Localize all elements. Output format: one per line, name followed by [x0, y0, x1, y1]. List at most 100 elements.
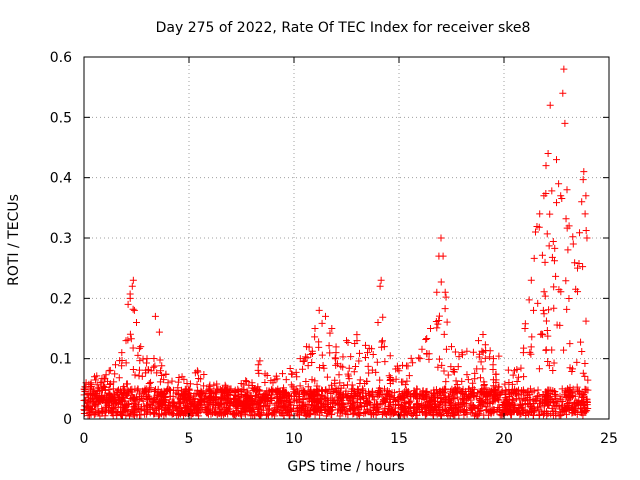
- scatter-cloud-point: [155, 328, 163, 336]
- scatter-cloud-point: [435, 312, 443, 320]
- scatter-cloud-point: [122, 403, 130, 411]
- scatter-cloud-point: [552, 397, 560, 405]
- data-point: [143, 355, 151, 363]
- scatter-cloud-point: [200, 371, 208, 379]
- scatter-cloud-point: [136, 357, 144, 365]
- scatter-cloud-point: [84, 412, 92, 420]
- scatter-cloud-point: [528, 333, 536, 341]
- scatter-cloud-point: [480, 390, 488, 398]
- scatter-cloud-point: [126, 330, 134, 338]
- scatter-cloud-point: [467, 396, 475, 404]
- scatter-cloud-point: [486, 347, 494, 355]
- scatter-cloud-point: [439, 405, 447, 413]
- scatter-cloud-point: [93, 381, 101, 389]
- data-point: [437, 234, 445, 242]
- scatter-cloud-point: [573, 383, 581, 391]
- scatter-cloud-point: [299, 395, 307, 403]
- scatter-cloud-point: [158, 362, 166, 370]
- scatter-cloud-point: [539, 306, 547, 314]
- scatter-cloud-point: [383, 411, 391, 419]
- scatter-cloud-point: [530, 254, 538, 262]
- scatter-cloud-point: [562, 215, 570, 223]
- scatter-cloud-point: [562, 403, 570, 411]
- scatter-cloud-point: [160, 411, 168, 419]
- scatter-cloud-point: [169, 386, 177, 394]
- scatter-cloud-point: [432, 318, 440, 326]
- scatter-cloud-point: [495, 352, 503, 360]
- scatter-cloud-point: [538, 395, 546, 403]
- scatter-cloud-point: [245, 394, 253, 402]
- scatter-cloud-point: [463, 394, 471, 402]
- scatter-cloud-point: [574, 399, 582, 407]
- y-tick-label: 0.2: [50, 291, 72, 307]
- scatter-cloud-point: [322, 405, 330, 413]
- scatter-cloud-point: [286, 364, 294, 372]
- scatter-cloud-point: [206, 392, 214, 400]
- scatter-cloud-point: [139, 397, 147, 405]
- scatter-cloud-point: [101, 383, 109, 391]
- data-point: [364, 349, 371, 357]
- scatter-cloud-point: [504, 366, 512, 374]
- scatter-cloud-point: [550, 283, 558, 291]
- scatter-cloud-point: [185, 402, 193, 410]
- scatter-cloud-point: [381, 358, 389, 366]
- scatter-cloud-point: [128, 388, 136, 396]
- scatter-cloud-point: [459, 395, 467, 403]
- scatter-cloud-point: [337, 406, 345, 414]
- scatter-cloud-point: [574, 288, 582, 296]
- scatter-cloud-point: [434, 394, 442, 402]
- scatter-cloud-point: [338, 394, 346, 402]
- scatter-cloud-point: [266, 399, 274, 407]
- scatter-cloud-point: [356, 349, 364, 357]
- scatter-cloud-point: [251, 391, 259, 399]
- scatter-cloud-point: [143, 392, 151, 400]
- scatter-cloud-point: [530, 387, 538, 395]
- scatter-cloud-point: [194, 408, 202, 416]
- scatter-cloud-point: [517, 364, 525, 372]
- scatter-cloud-point: [313, 385, 321, 393]
- scatter-cloud-point: [224, 396, 232, 404]
- scatter-cloud-point: [505, 379, 513, 387]
- scatter-cloud-point: [356, 376, 364, 384]
- scatter-cloud-point: [573, 358, 581, 366]
- scatter-cloud-point: [437, 395, 445, 403]
- scatter-cloud-point: [158, 372, 166, 380]
- scatter-cloud-point: [301, 353, 309, 361]
- scatter-cloud-point: [113, 409, 121, 417]
- scatter-cloud-point: [173, 412, 181, 420]
- scatter-cloud-point: [318, 319, 326, 327]
- data-point: [105, 367, 113, 375]
- scatter-cloud-point: [470, 393, 478, 401]
- scatter-cloud-point: [166, 393, 174, 401]
- scatter-cloud-point: [328, 385, 336, 393]
- scatter-cloud-point: [194, 386, 202, 394]
- scatter-cloud-point: [535, 392, 543, 400]
- scatter-cloud-point: [336, 401, 344, 409]
- data-point: [433, 288, 441, 296]
- scatter-cloud-point: [510, 407, 518, 415]
- scatter-cloud-point: [487, 410, 495, 418]
- scatter-cloud-point: [540, 288, 548, 296]
- scatter-cloud-point: [385, 387, 393, 395]
- scatter-cloud-point: [530, 306, 538, 314]
- scatter-cloud-point: [308, 347, 316, 355]
- scatter-cloud-point: [475, 337, 483, 345]
- scatter-cloud-point: [106, 391, 114, 399]
- scatter-cloud-point: [175, 374, 183, 382]
- scatter-cloud-point: [92, 390, 100, 398]
- x-tick-label: 25: [600, 431, 618, 447]
- data-point: [561, 119, 569, 127]
- scatter-cloud-point: [475, 353, 483, 361]
- scatter-cloud-point: [571, 392, 579, 400]
- scatter-cloud-point: [397, 406, 405, 414]
- scatter-cloud-point: [399, 378, 407, 386]
- scatter-cloud-point: [168, 410, 176, 418]
- scatter-cloud-point: [118, 412, 126, 420]
- scatter-cloud-point: [318, 386, 326, 394]
- scatter-cloud-point: [285, 401, 293, 409]
- x-tick-label: 0: [80, 431, 89, 447]
- data-point: [118, 349, 126, 357]
- scatter-cloud-point: [478, 347, 486, 355]
- scatter-cloud-point: [212, 390, 220, 398]
- data-point: [374, 318, 382, 326]
